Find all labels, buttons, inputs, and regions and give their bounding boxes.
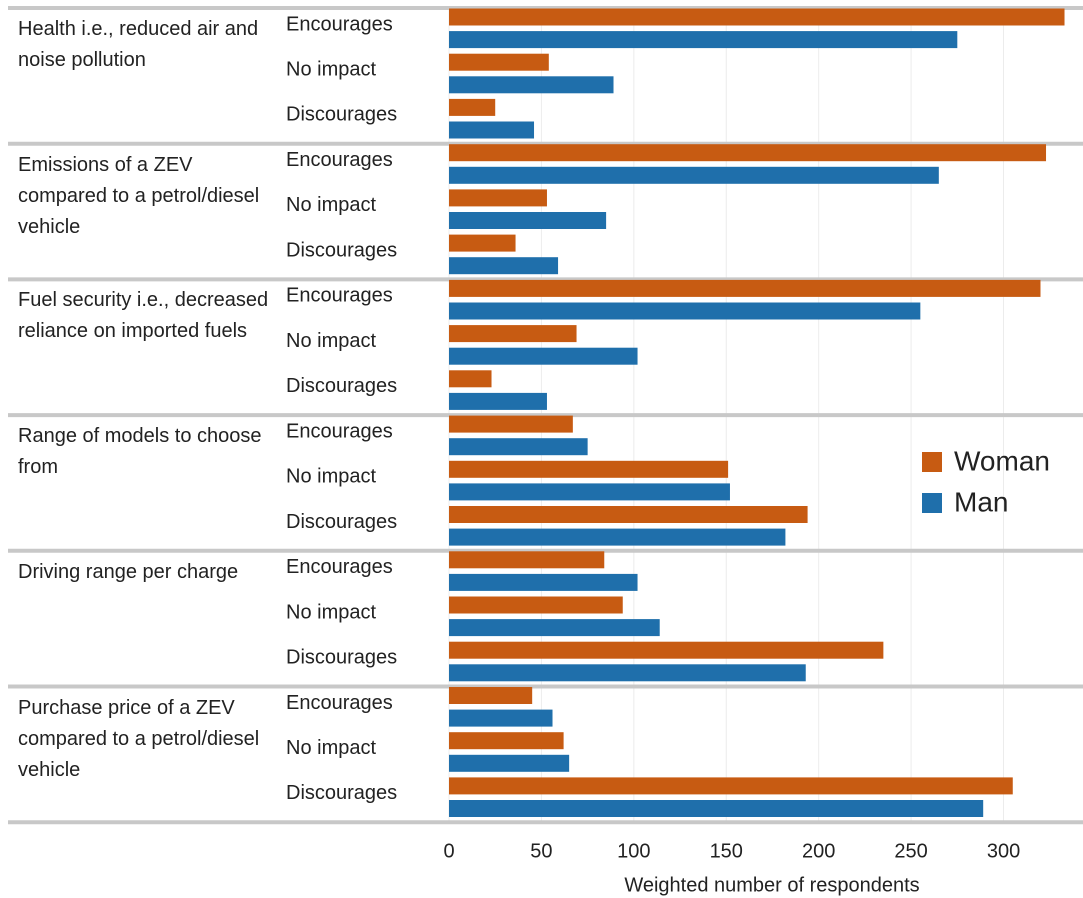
group-label: Range of models to choose from [18,425,262,479]
bar [449,347,638,365]
category-label: Discourages [286,782,397,804]
bar [449,709,553,727]
bar [449,121,535,139]
x-axis-label: Weighted number of respondents [624,874,919,896]
bar [449,302,921,320]
bar [449,53,549,71]
bar [449,596,623,614]
bar [449,189,547,207]
bar [449,257,559,275]
bar [449,528,786,546]
category-label: Encourages [286,420,393,442]
category-label: Encourages [286,692,393,714]
x-tick-label: 250 [894,840,927,862]
category-label: No impact [286,466,376,488]
legend-swatch [922,452,942,472]
legend-label: Man [954,486,1008,517]
legend-label: Woman [954,445,1050,476]
bar [449,392,547,410]
x-tick-label: 150 [710,840,743,862]
bar [449,8,1065,26]
bar [449,234,516,252]
bar [449,460,729,478]
category-label: Discourages [286,239,397,261]
bar [449,144,1047,162]
x-tick-label: 100 [617,840,650,862]
bar [449,325,577,343]
bar [449,31,958,49]
x-tick-label: 300 [987,840,1020,862]
bar [449,506,808,523]
bar [449,438,588,456]
category-label: Encourages [286,285,393,307]
bar [449,754,570,772]
bar [449,664,806,682]
bar [449,641,884,659]
x-tick-label: 200 [802,840,835,862]
bar [449,76,614,94]
group-label: Purchase price of a ZEV compared to a pe… [18,696,260,781]
category-label: No impact [286,58,376,80]
category-label: No impact [286,330,376,352]
group-label: Health i.e., reduced air and noise pollu… [18,18,259,71]
bar [449,732,564,750]
group-label: Driving range per charge [18,560,239,583]
x-tick-label: 0 [443,840,454,862]
group-label: Emissions of a ZEV compared to a petrol/… [18,153,260,238]
group-label: Fuel security i.e., decreased reliance o… [18,289,269,343]
bar [449,777,1013,795]
bar [449,483,730,501]
bar [449,687,533,704]
category-label: Encourages [286,149,393,171]
category-label: Discourages [286,375,397,397]
bar [449,800,984,817]
category-label: Encourages [286,556,393,578]
category-label: Discourages [286,511,397,533]
category-label: Discourages [286,104,397,126]
bar [449,370,492,388]
category-label: Discourages [286,646,397,668]
bar [449,166,939,184]
bar [449,551,605,569]
legend-swatch [922,493,942,513]
category-label: No impact [286,737,376,759]
category-label: No impact [286,601,376,623]
bar [449,415,573,433]
bar [449,619,660,637]
category-label: Encourages [286,13,393,35]
bar [449,279,1041,297]
bar [449,212,607,229]
bar [449,98,496,116]
category-label: No impact [286,194,376,216]
bar [449,573,638,591]
x-tick-label: 50 [530,840,552,862]
